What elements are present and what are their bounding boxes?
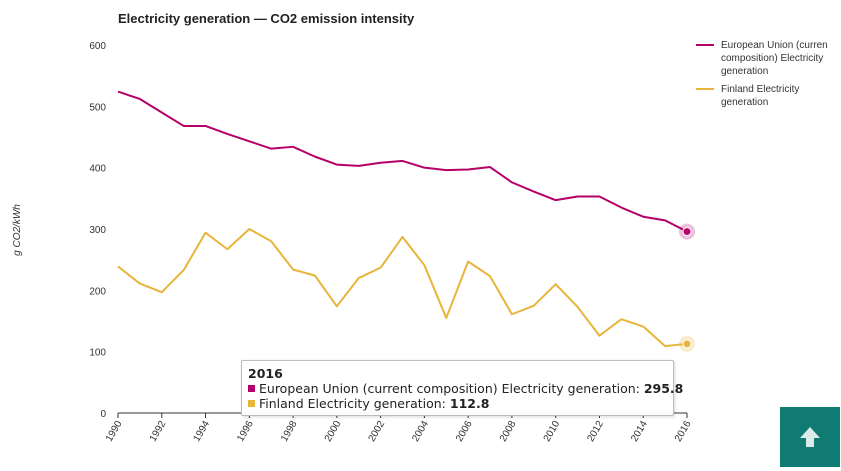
- x-tick-label: 2004: [410, 419, 431, 444]
- x-tick-label: 1990: [104, 419, 125, 444]
- x-tick-label: 2010: [542, 419, 563, 444]
- chart-title: Electricity generation — CO2 emission in…: [118, 11, 415, 26]
- x-tick-label: 1994: [191, 419, 212, 444]
- legend-label[interactable]: composition) Electricity: [721, 53, 823, 64]
- legend-label[interactable]: Finland Electricity: [721, 84, 799, 95]
- x-tick-label: 2008: [498, 419, 519, 444]
- highlight-point[interactable]: [682, 339, 692, 349]
- x-tick-label: 2016: [673, 419, 694, 444]
- y-tick-label: 500: [89, 102, 106, 113]
- legend-label[interactable]: generation: [721, 66, 768, 77]
- tooltip-eu-swatch: [248, 385, 255, 392]
- legend[interactable]: European Union (curren composition) Elect…: [696, 40, 828, 108]
- x-tick-label: 1992: [148, 419, 169, 444]
- x-tick-label: 2014: [629, 419, 650, 444]
- y-tick-label: 0: [100, 409, 106, 420]
- tooltip-finland-value: 112.8: [449, 396, 490, 411]
- tooltip-eu-value: 295.8: [643, 381, 684, 396]
- x-tick-label: 2006: [454, 419, 475, 444]
- x-axis-ticks: 1990 1992 1994 1996 1998 2000 2002 2004 2006 2008…: [104, 413, 694, 444]
- tooltip-row-finland: Finland Electricity generation: 112.8: [248, 396, 667, 411]
- legend-label[interactable]: European Union (curren: [721, 40, 828, 51]
- tooltip-finland-swatch: [248, 400, 255, 407]
- tooltip: 2016 European Union (current composition…: [241, 360, 683, 416]
- tooltip-title: 2016: [248, 366, 283, 381]
- series-lines: [117, 90, 695, 352]
- tooltip-finland-label: Finland Electricity generation:: [259, 396, 446, 411]
- arrow-up-icon: [800, 427, 820, 447]
- scroll-to-top-button[interactable]: [780, 407, 840, 467]
- y-axis-ticks: 0 100 200 300 400 500 600: [89, 41, 106, 420]
- y-tick-label: 400: [89, 164, 106, 175]
- y-tick-label: 600: [89, 41, 106, 52]
- tooltip-row-eu: European Union (current composition) Ele…: [248, 381, 683, 396]
- x-tick-label: 2012: [585, 419, 606, 444]
- y-tick-label: 100: [89, 348, 106, 359]
- series-line-1[interactable]: [117, 228, 688, 348]
- y-tick-label: 300: [89, 225, 106, 236]
- x-tick-label: 2002: [367, 419, 388, 444]
- series-line-0[interactable]: [117, 90, 688, 233]
- legend-label[interactable]: generation: [721, 97, 768, 108]
- y-tick-label: 200: [89, 286, 106, 297]
- x-tick-label: 1998: [279, 419, 300, 444]
- y-axis-label: g CO2/kWh: [12, 204, 23, 256]
- highlight-point[interactable]: [682, 227, 692, 237]
- tooltip-eu-label: European Union (current composition) Ele…: [259, 381, 640, 396]
- x-tick-label: 2000: [323, 419, 344, 444]
- x-tick-label: 1996: [235, 419, 256, 444]
